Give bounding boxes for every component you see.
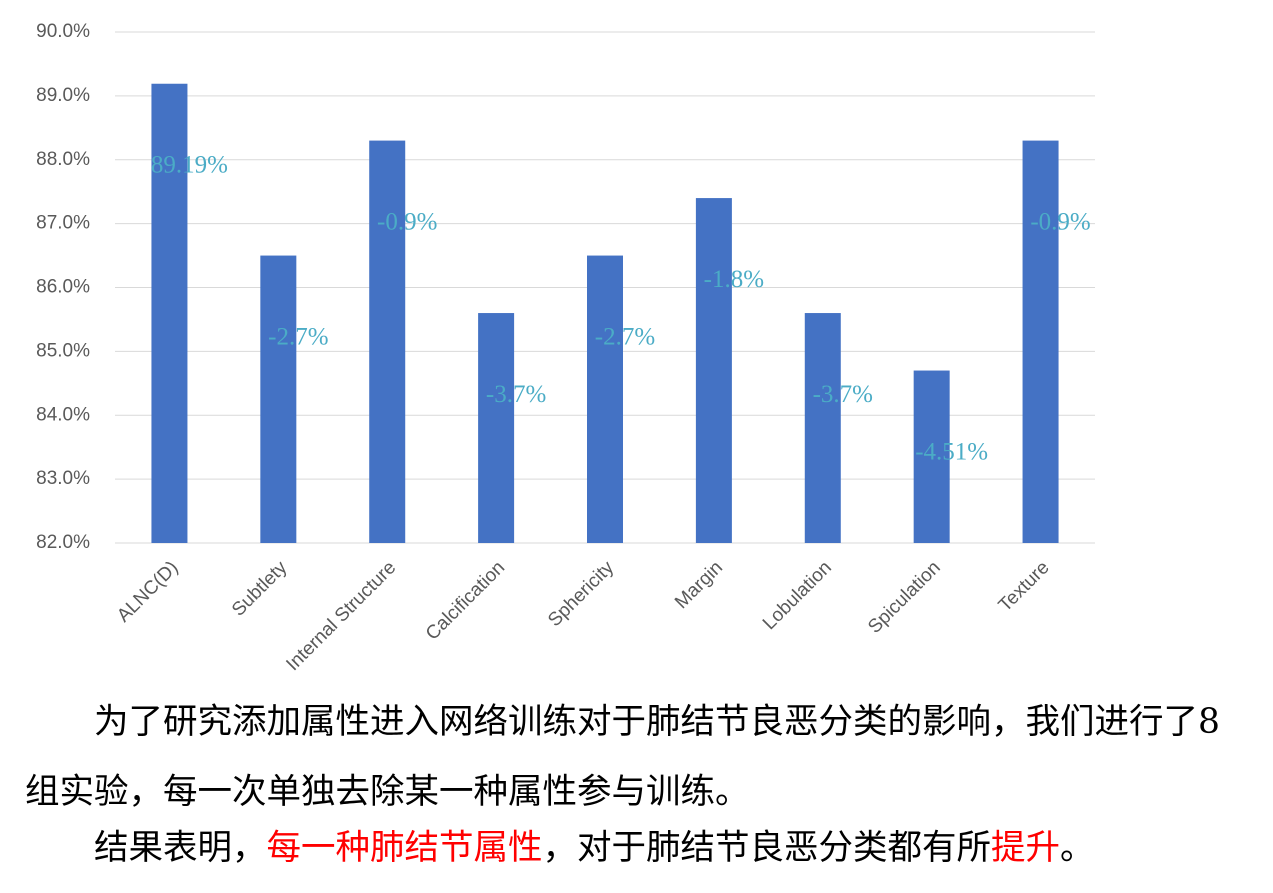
x-tick-label: Internal Structure: [282, 557, 400, 675]
data-label: -1.8%: [704, 266, 764, 293]
text-segment: ，对于肺结节良恶分类都有所: [542, 828, 992, 868]
x-tick-label: Margin: [671, 557, 727, 613]
y-tick-label: 83.0%: [36, 468, 90, 489]
bar: [804, 313, 841, 543]
paragraph: 结果表明，每一种肺结节属性，对于肺结节良恶分类都有所提升。: [25, 813, 1250, 883]
text-segment: 为了研究添加属性进入网络训练对于肺结节良恶分类的影响，我们进行了8组实验，每一次…: [25, 702, 1220, 812]
text-segment: 每一种肺结节属性: [266, 828, 543, 868]
y-tick-label: 88.0%: [36, 149, 90, 170]
data-label: -2.7%: [595, 323, 655, 350]
bar: [1022, 140, 1059, 543]
y-tick-label: 90.0%: [36, 21, 90, 42]
x-tick-label: Subtlety: [228, 557, 292, 621]
y-tick-label: 87.0%: [36, 213, 90, 234]
bar: [695, 198, 732, 543]
text-segment: 结果表明，: [94, 828, 267, 868]
data-label: -2.7%: [268, 323, 328, 350]
y-tick-label: 84.0%: [36, 404, 90, 425]
paragraph: 为了研究添加属性进入网络训练对于肺结节良恶分类的影响，我们进行了8组实验，每一次…: [25, 687, 1250, 827]
data-label: -3.7%: [486, 381, 546, 408]
bar: [478, 313, 515, 543]
x-tick-label: Sphericity: [544, 557, 618, 631]
y-tick-label: 82.0%: [36, 532, 90, 553]
chart: 82.0% 83.0% 84.0% 85.0% 86.0% 87.0% 88.0% 89.0%…: [36, 21, 1095, 675]
bar: [587, 255, 623, 543]
data-label: -0.9%: [1030, 208, 1090, 235]
x-tick-label: Spiculation: [864, 557, 945, 638]
y-tick-label: 86.0%: [36, 277, 90, 298]
data-label: -3.7%: [813, 381, 873, 408]
bar: [913, 370, 950, 543]
text-segment: 。: [1060, 828, 1095, 868]
text-segment: 提升: [991, 828, 1060, 868]
x-tick-label: Lobulation: [759, 557, 836, 634]
y-tick-label: 89.0%: [36, 85, 90, 106]
data-label: -0.9%: [377, 208, 437, 235]
y-tick-label: 85.0%: [36, 340, 90, 361]
bar: [151, 83, 188, 544]
data-label: 89.19%: [151, 151, 228, 178]
data-label: -4.51%: [915, 438, 988, 465]
x-tick-label: ALNC(D): [113, 557, 182, 626]
bar: [260, 255, 297, 543]
x-tick-label: Texture: [995, 557, 1054, 616]
bar: [369, 140, 406, 543]
x-tick-label: Calcification: [422, 557, 509, 644]
